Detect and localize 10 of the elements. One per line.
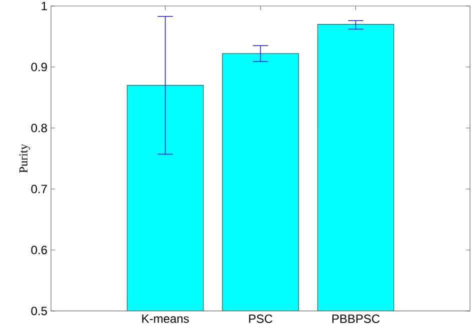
y-tick-label: 0.8 [31, 124, 47, 132]
x-tick-label: PBBPSC [332, 314, 380, 324]
x-tick-label: PSC [249, 314, 272, 324]
y-axis-title: Purity [19, 144, 30, 173]
y-tick-label: 0.6 [31, 246, 47, 254]
y-tick-label: 1 [42, 2, 47, 10]
y-tick-label: 0.9 [31, 62, 47, 72]
y-tick-label: 0.7 [31, 184, 47, 194]
x-tick-label: K-means [142, 314, 189, 323]
y-tick-label: 0.5 [31, 306, 47, 316]
